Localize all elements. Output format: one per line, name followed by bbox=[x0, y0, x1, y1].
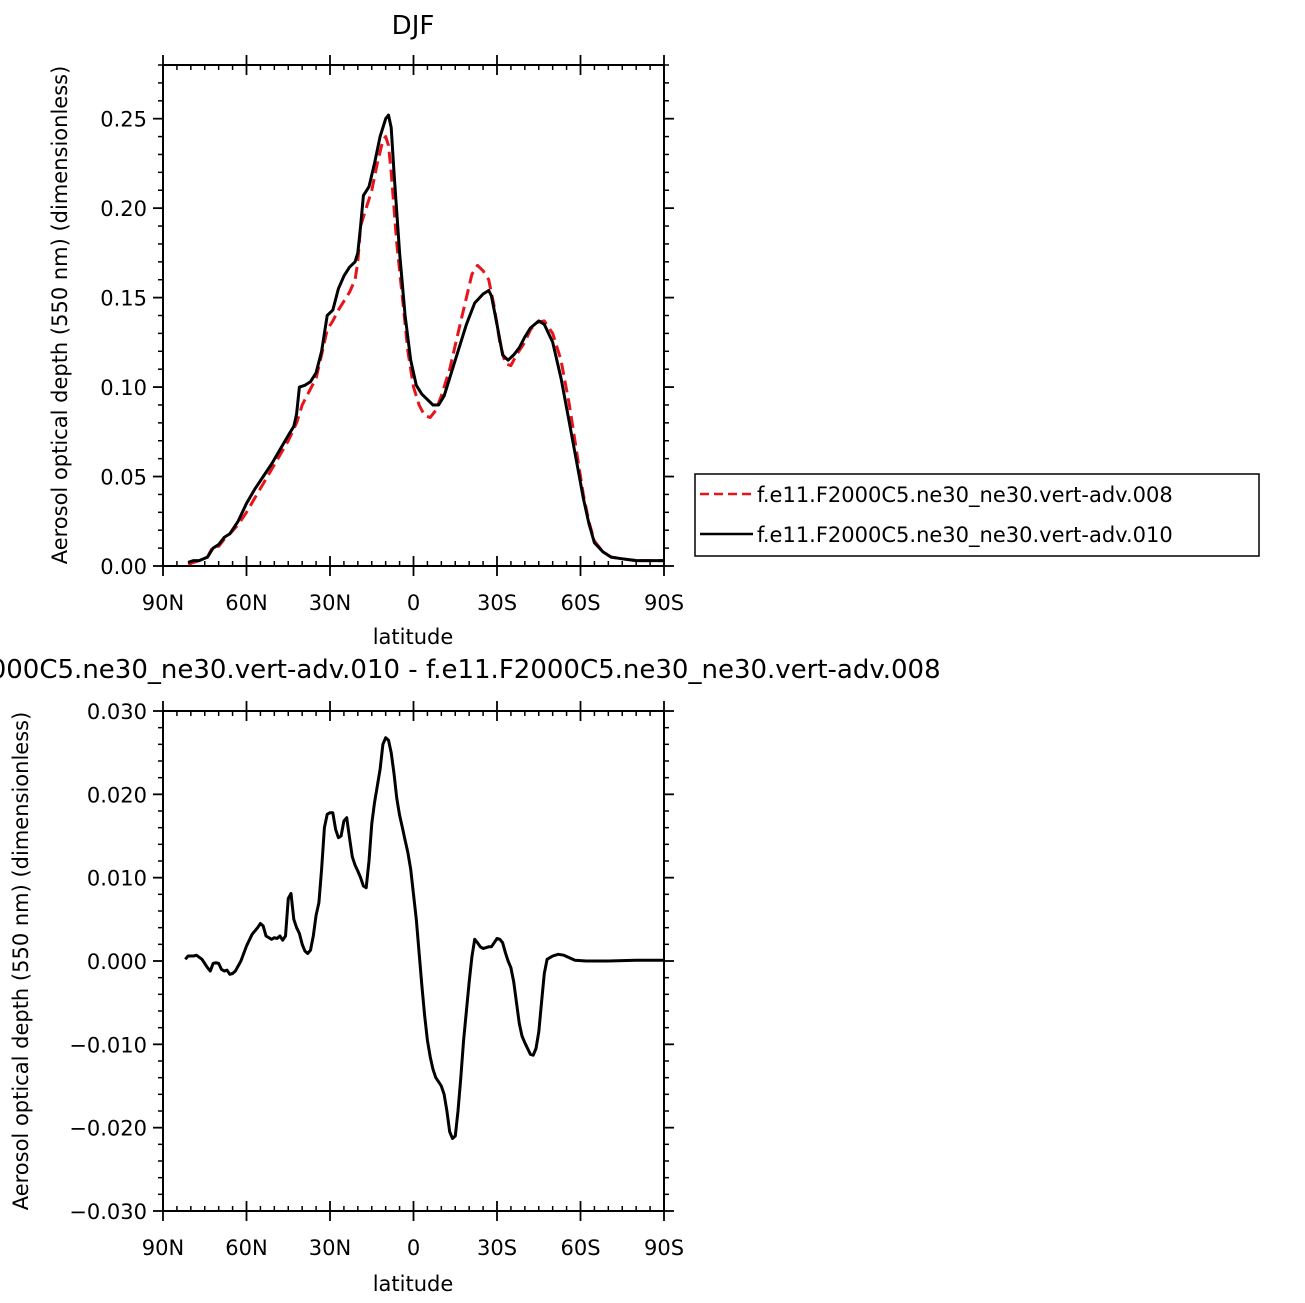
top-y-axis-label: Aerosol optical depth (550 nm) (dimensio… bbox=[48, 66, 72, 565]
top-legend: f.e11.F2000C5.ne30_ne30.vert-adv.008 f.e… bbox=[694, 473, 1260, 557]
bottom-x-tick-label: 90S bbox=[644, 1236, 684, 1260]
bottom-x-tick-label: 0 bbox=[407, 1236, 420, 1260]
top-series-line-1 bbox=[187, 113, 664, 564]
bottom-x-tick-label: 90N bbox=[142, 1236, 184, 1260]
legend-box bbox=[694, 473, 1260, 557]
top-plot-frame bbox=[162, 64, 665, 567]
bottom-y-tick-label: 0.010 bbox=[87, 867, 147, 891]
top-y-tick-label: 0.20 bbox=[100, 197, 147, 221]
top-x-tick-label: 60S bbox=[560, 591, 600, 615]
legend-label-010: f.e11.F2000C5.ne30_ne30.vert-adv.010 bbox=[757, 523, 1173, 548]
top-x-tick-label: 90S bbox=[644, 591, 684, 615]
bottom-plot-area: 90N 60N 30N 0 30S 60S 90S −0.030 −0.020 −0.010 0.0… bbox=[69, 700, 684, 1260]
bottom-y-tick-label: 0.000 bbox=[87, 950, 147, 974]
top-series-line-0 bbox=[187, 135, 664, 566]
bottom-y-tick-label: −0.020 bbox=[69, 1117, 147, 1141]
top-x-tick-label: 60N bbox=[225, 591, 267, 615]
top-plot-area: 90N 60N 30N 0 30S 60S 90S 0.00 0.05 0.10 0.15 0.20 0… bbox=[100, 55, 684, 615]
top-y-tick-label: 0.00 bbox=[100, 555, 147, 579]
top-chart-title: DJF bbox=[392, 11, 435, 41]
bottom-x-tick-label: 60S bbox=[560, 1236, 600, 1260]
top-y-tick-label: 0.15 bbox=[100, 287, 147, 311]
top-y-tick-label: 0.05 bbox=[100, 466, 147, 490]
top-x-tick-label: 30N bbox=[309, 591, 351, 615]
top-x-axis-label: latitude bbox=[373, 625, 454, 649]
bottom-panel: f.e11.F2000C5.ne30_ne30.vert-adv.010 - f… bbox=[0, 655, 941, 1296]
bottom-x-tick-label: 30N bbox=[309, 1236, 351, 1260]
bottom-chart-title: f.e11.F2000C5.ne30_ne30.vert-adv.010 - f… bbox=[0, 655, 941, 685]
bottom-x-tick-label: 30S bbox=[477, 1236, 517, 1260]
bottom-y-axis-label: Aerosol optical depth (550 nm) (dimensio… bbox=[9, 712, 33, 1211]
top-x-tick-label: 90N bbox=[142, 591, 184, 615]
legend-label-008: f.e11.F2000C5.ne30_ne30.vert-adv.008 bbox=[757, 483, 1173, 508]
bottom-y-tick-label: −0.010 bbox=[69, 1033, 147, 1057]
bottom-y-tick-label: 0.030 bbox=[87, 700, 147, 724]
bottom-y-tick-label: 0.020 bbox=[87, 783, 147, 807]
bottom-x-axis-label: latitude bbox=[373, 1272, 454, 1296]
bottom-x-tick-label: 60N bbox=[225, 1236, 267, 1260]
top-x-tick-label: 30S bbox=[477, 591, 517, 615]
bottom-series-line-0 bbox=[184, 736, 664, 1140]
top-y-tick-label: 0.10 bbox=[100, 376, 147, 400]
top-panel: DJF Aerosol optical depth (550 nm) (dime… bbox=[48, 11, 684, 649]
top-y-tick-label: 0.25 bbox=[100, 108, 147, 132]
top-x-tick-label: 0 bbox=[407, 591, 420, 615]
bottom-y-tick-label: −0.030 bbox=[69, 1200, 147, 1224]
